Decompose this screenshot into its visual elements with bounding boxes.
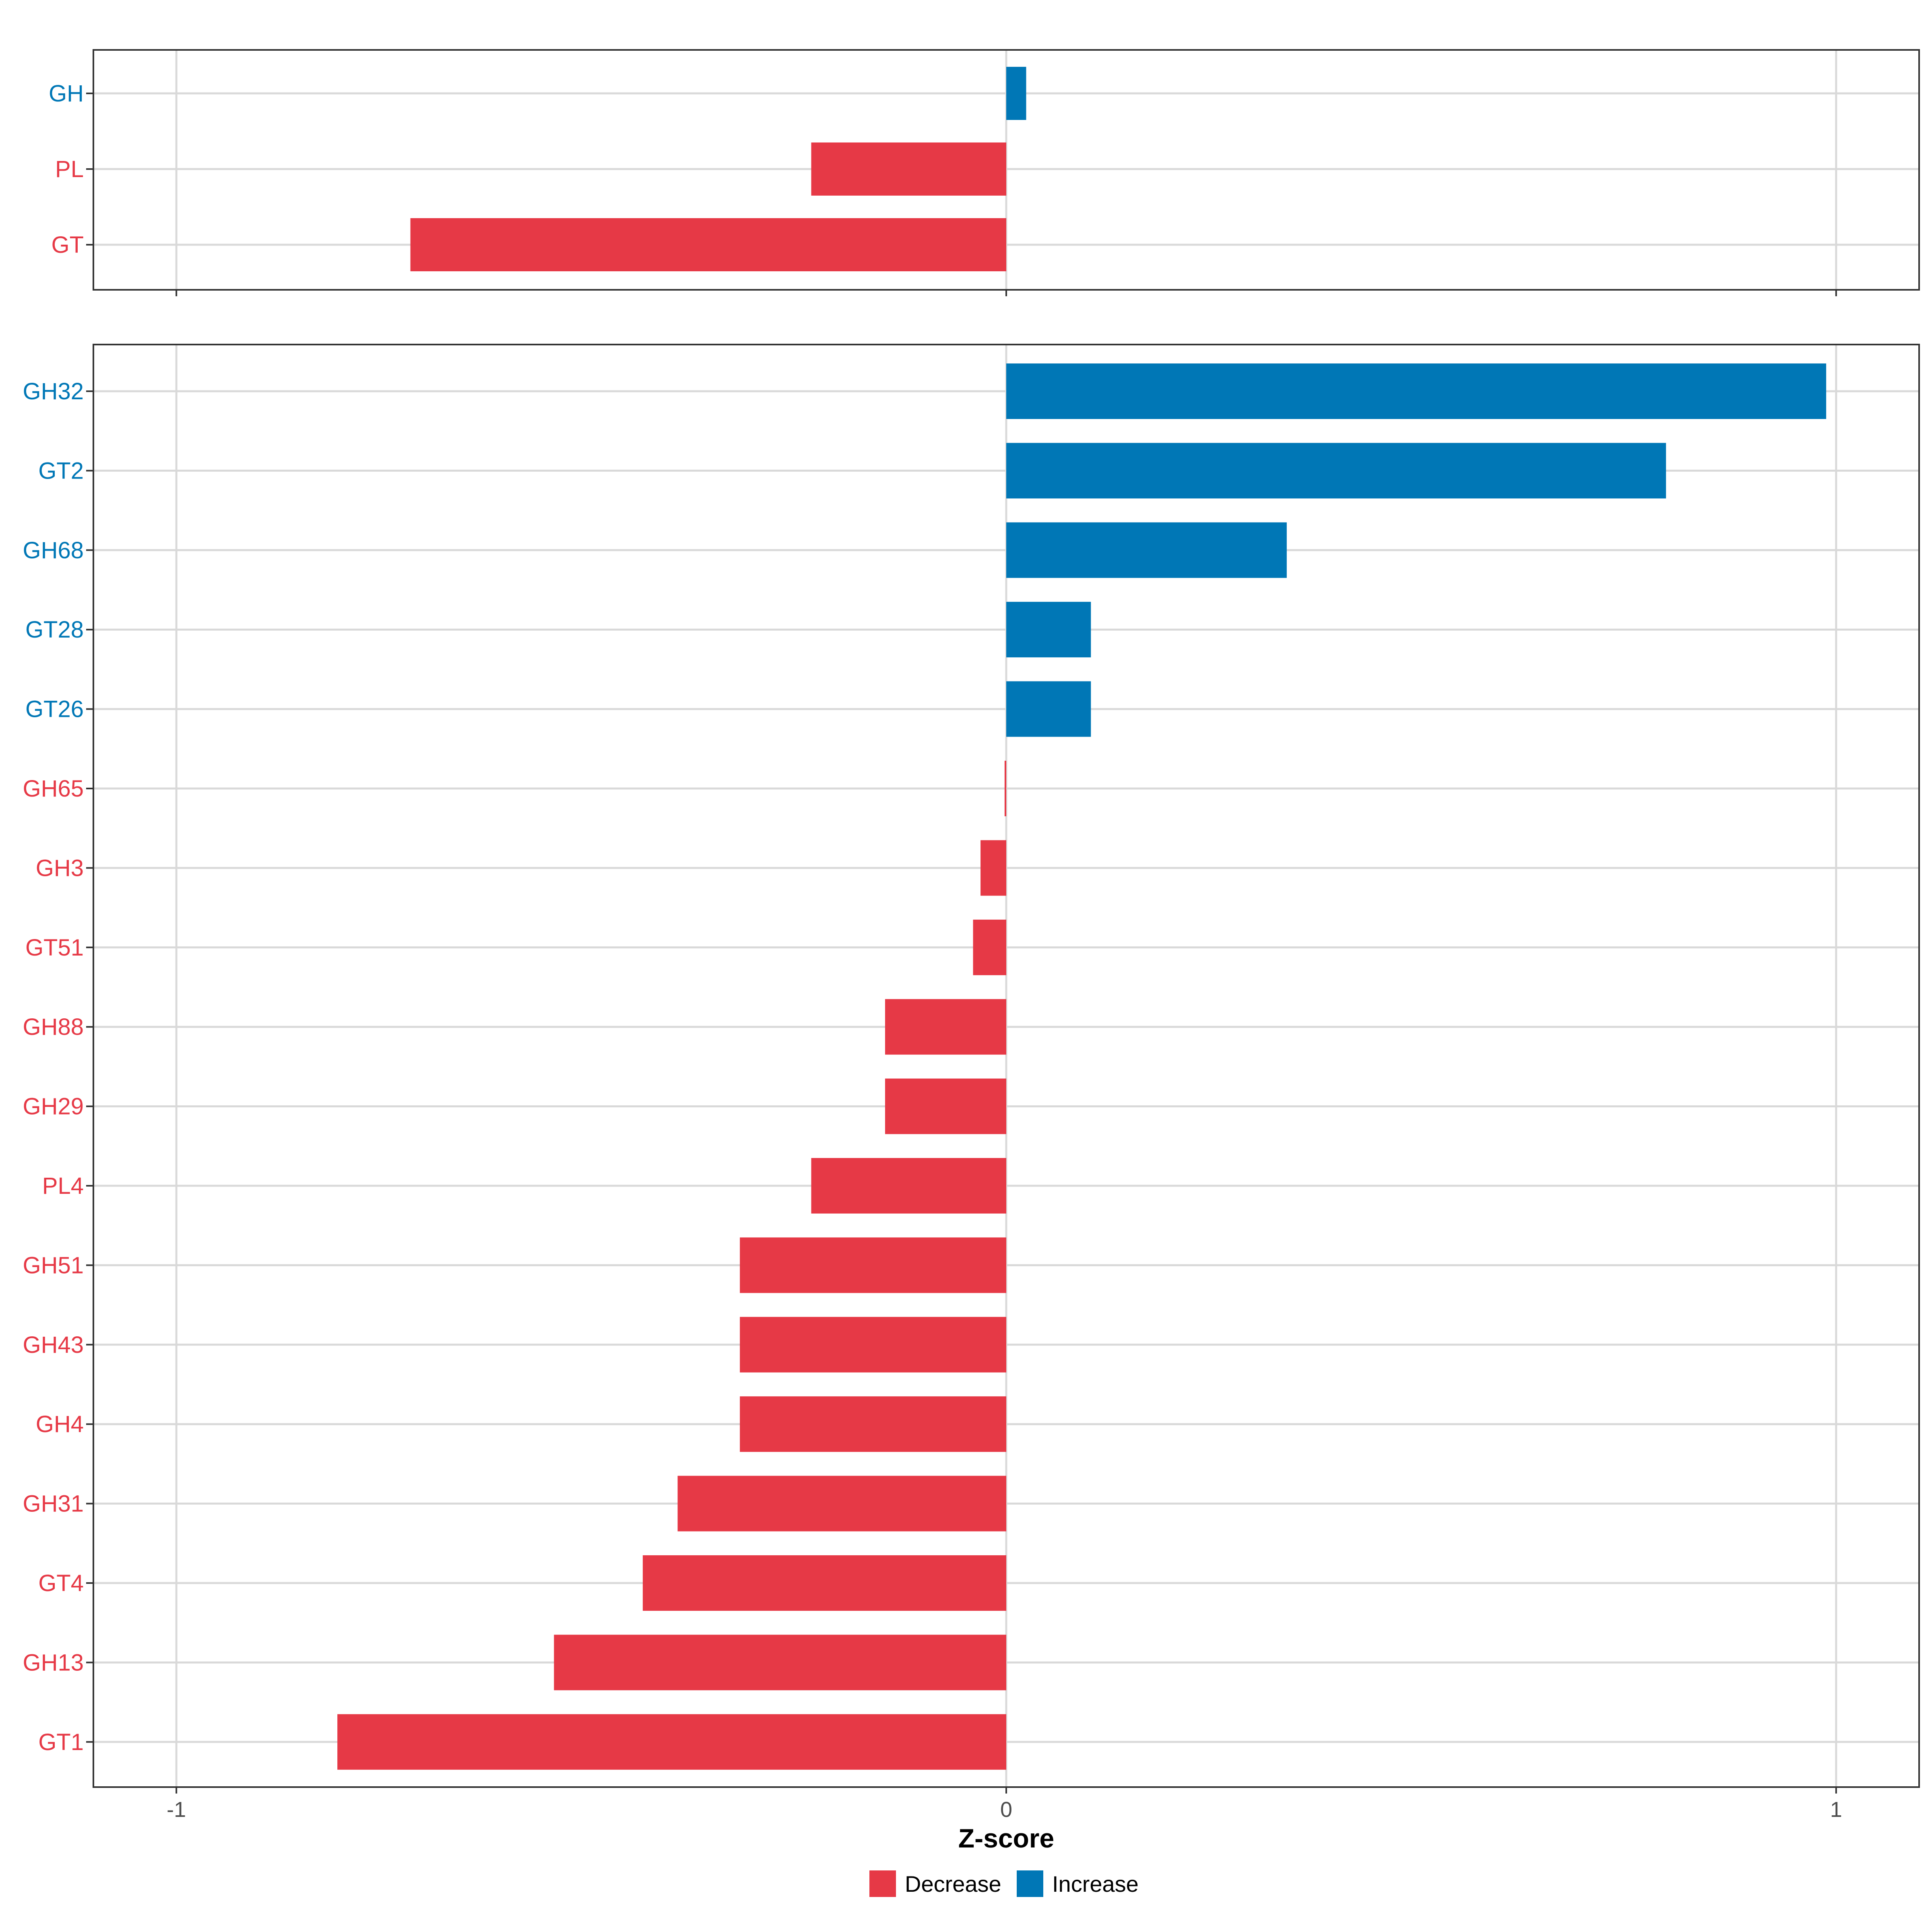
x-axis-title: Z-score: [958, 1823, 1054, 1853]
legend-label-increase: Increase: [1052, 1871, 1139, 1897]
y-label-gt: GT: [51, 232, 84, 258]
bar-gh29: [885, 1078, 1006, 1134]
y-label-gh43: GH43: [23, 1332, 84, 1358]
x-axis: -1 0 1: [167, 1798, 1842, 1822]
y-label-gt2: GT2: [38, 458, 84, 484]
bar-gt26: [1006, 681, 1091, 737]
y-label-gh29: GH29: [23, 1094, 84, 1120]
bottom-panel: GH32 GT2 GH68 GT28 GT26 GH65 GH3 GT51 GH88 GH29 PL…: [23, 344, 1920, 1794]
y-label-gh65: GH65: [23, 776, 84, 802]
bar-gh65: [1004, 761, 1006, 816]
y-label-gh68: GH68: [23, 537, 84, 564]
y-label-gh88: GH88: [23, 1014, 84, 1040]
bar-gh51: [740, 1237, 1006, 1293]
bar-gh: [1006, 67, 1026, 120]
y-label-gt51: GT51: [25, 935, 84, 961]
legend-label-decrease: Decrease: [905, 1871, 1001, 1897]
y-label-gh31: GH31: [23, 1491, 84, 1517]
y-label-pl4: PL4: [42, 1173, 84, 1199]
legend-key-increase: [1017, 1870, 1043, 1897]
bar-gh31: [677, 1476, 1006, 1532]
bar-gh43: [740, 1317, 1006, 1373]
bar-gt: [410, 218, 1007, 271]
y-label-gt26: GT26: [25, 696, 84, 722]
x-tick-label: -1: [167, 1798, 186, 1822]
bar-pl4: [811, 1158, 1006, 1214]
y-label-gt28: GT28: [25, 617, 84, 643]
legend: Decrease Increase: [869, 1870, 1139, 1897]
bar-gt51: [973, 919, 1006, 975]
bar-gt4: [642, 1555, 1006, 1611]
bar-gt1: [337, 1714, 1006, 1770]
y-label-pl: PL: [55, 156, 84, 182]
y-label-gh13: GH13: [23, 1649, 84, 1676]
y-label-gh51: GH51: [23, 1252, 84, 1278]
y-label-gt1: GT1: [38, 1729, 84, 1755]
bar-gh13: [554, 1635, 1006, 1690]
legend-key-decrease: [869, 1870, 896, 1897]
y-label-gh: GH: [49, 80, 84, 107]
y-label-gh3: GH3: [36, 855, 84, 881]
bar-pl: [811, 142, 1006, 196]
y-label-gt4: GT4: [38, 1570, 84, 1596]
bar-gh88: [885, 999, 1006, 1055]
y-label-gh32: GH32: [23, 378, 84, 405]
y-label-gh4: GH4: [36, 1411, 84, 1437]
top-panel: GH PL GT: [49, 49, 1920, 296]
bar-gt28: [1006, 602, 1091, 658]
bar-gh4: [740, 1396, 1006, 1452]
bar-gh32: [1006, 363, 1827, 419]
bar-gh3: [980, 840, 1006, 896]
x-tick-label: 0: [1000, 1798, 1012, 1822]
bar-gt2: [1006, 443, 1666, 499]
x-tick-label: 1: [1830, 1798, 1842, 1822]
bar-gh68: [1006, 522, 1287, 578]
